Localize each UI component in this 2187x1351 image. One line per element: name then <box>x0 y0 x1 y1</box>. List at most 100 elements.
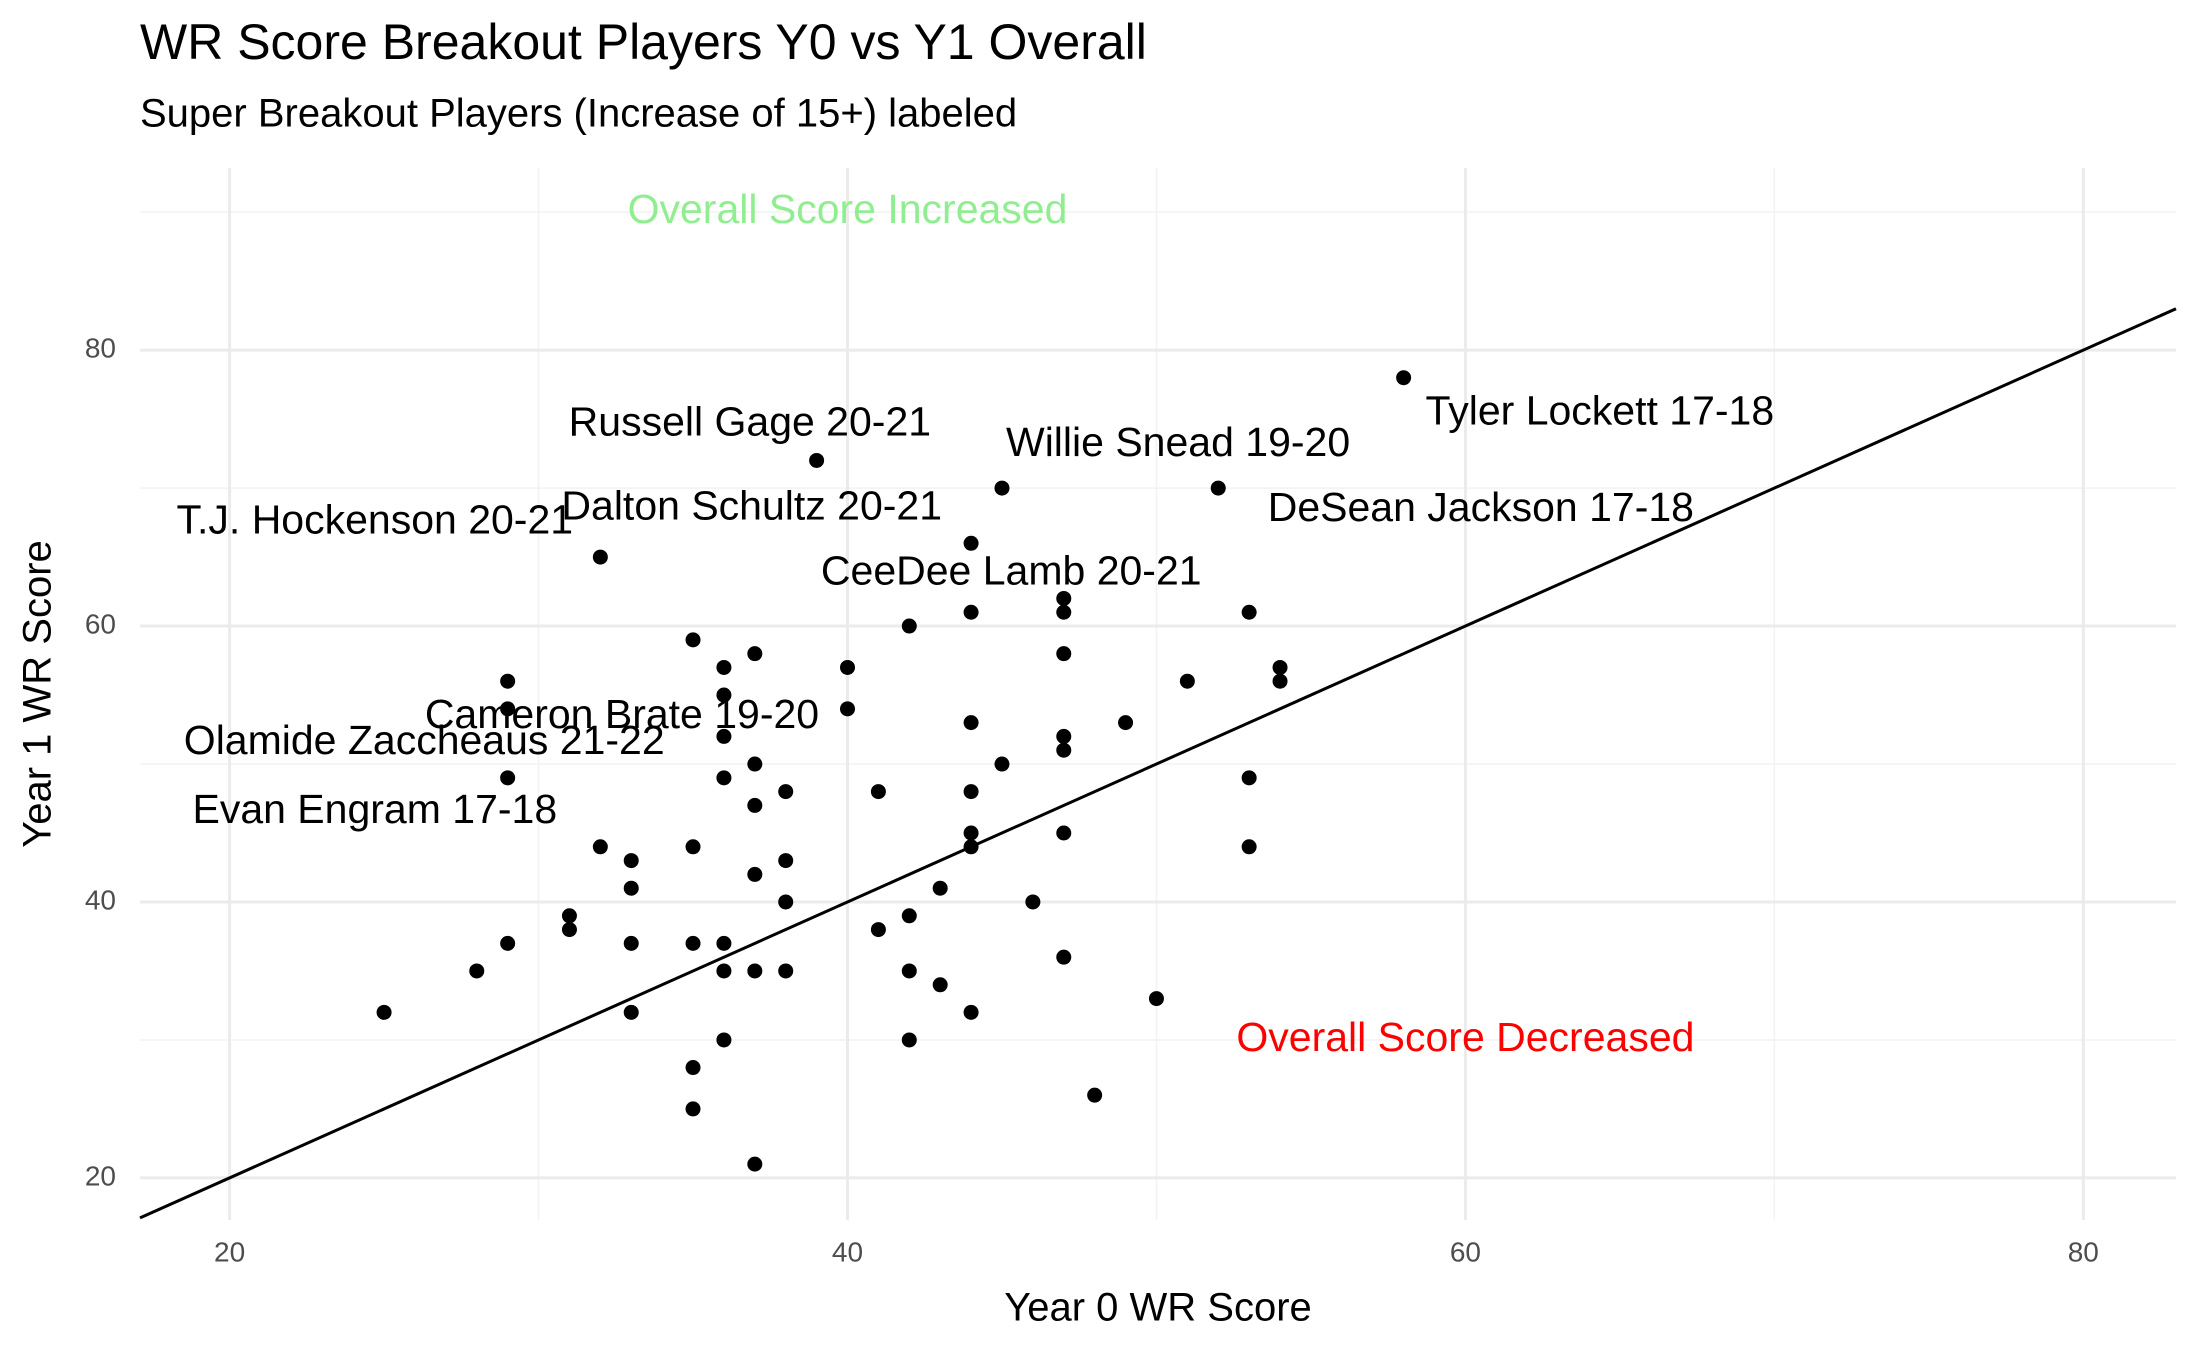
point <box>1241 770 1257 786</box>
point <box>1241 604 1257 620</box>
y-tick-label: 40 <box>85 884 116 915</box>
point <box>901 618 917 634</box>
point <box>1056 949 1072 965</box>
point <box>747 1156 763 1172</box>
point <box>500 935 516 951</box>
point <box>932 880 948 896</box>
annotation: DeSean Jackson 17-18 <box>1268 484 1694 530</box>
point <box>901 908 917 924</box>
point <box>685 935 701 951</box>
point <box>1210 480 1226 496</box>
point <box>932 977 948 993</box>
chart-subtitle: Super Breakout Players (Increase of 15+)… <box>140 92 1017 136</box>
x-tick-label: 20 <box>214 1236 245 1267</box>
point <box>778 853 794 869</box>
point <box>716 770 732 786</box>
point <box>561 922 577 938</box>
point <box>623 880 639 896</box>
point <box>1148 991 1164 1007</box>
point <box>1272 673 1288 689</box>
x-tick-label: 60 <box>1450 1236 1481 1267</box>
point <box>376 1004 392 1020</box>
point <box>716 963 732 979</box>
point <box>592 549 608 565</box>
annotation: Willie Snead 19-20 <box>1006 419 1350 465</box>
point <box>840 659 856 675</box>
point <box>685 632 701 648</box>
point <box>685 1060 701 1076</box>
point <box>561 908 577 924</box>
point <box>778 894 794 910</box>
y-tick-label: 60 <box>85 608 116 639</box>
point <box>840 701 856 717</box>
annotation: T.J. Hockenson 20-21 <box>177 496 574 542</box>
point <box>778 784 794 800</box>
point <box>963 1004 979 1020</box>
point <box>747 756 763 772</box>
point <box>963 604 979 620</box>
annotation: Cameron Brate 19-20 <box>425 691 819 737</box>
point <box>963 784 979 800</box>
point <box>870 784 886 800</box>
point <box>963 825 979 841</box>
point <box>1087 1087 1103 1103</box>
point <box>623 935 639 951</box>
point <box>500 701 516 717</box>
point <box>901 963 917 979</box>
point <box>1056 728 1072 744</box>
point <box>747 797 763 813</box>
point <box>963 535 979 551</box>
point <box>592 839 608 855</box>
x-tick-label: 80 <box>2068 1236 2099 1267</box>
chart-title: WR Score Breakout Players Y0 vs Y1 Overa… <box>140 14 1147 70</box>
point <box>1056 825 1072 841</box>
annotation: Russell Gage 20-21 <box>569 398 931 444</box>
point <box>747 646 763 662</box>
point <box>1272 659 1288 675</box>
x-axis-title: Year 0 WR Score <box>1004 1286 1312 1330</box>
annotation: Tyler Lockett 17-18 <box>1425 387 1774 433</box>
annotation: Olamide Zaccheaus 21-22 <box>184 717 665 763</box>
point <box>963 715 979 731</box>
point <box>716 1032 732 1048</box>
y-tick-label: 80 <box>85 333 116 364</box>
point <box>963 839 979 855</box>
point <box>747 963 763 979</box>
point <box>994 480 1010 496</box>
point <box>716 659 732 675</box>
point <box>1241 839 1257 855</box>
point <box>469 963 485 979</box>
point <box>1056 646 1072 662</box>
point <box>500 673 516 689</box>
annotation: Evan Engram 17-18 <box>192 786 557 832</box>
point <box>994 756 1010 772</box>
point <box>1179 673 1195 689</box>
point <box>1025 894 1041 910</box>
point <box>778 963 794 979</box>
x-tick-label: 40 <box>832 1236 863 1267</box>
point <box>1056 742 1072 758</box>
annotation: CeeDee Lamb 20-21 <box>821 547 1202 593</box>
annotation: Dalton Schultz 20-21 <box>561 483 942 529</box>
point <box>1396 370 1412 386</box>
point <box>1056 590 1072 606</box>
annotation: Overall Score Increased <box>628 186 1068 232</box>
point <box>685 839 701 855</box>
point <box>623 853 639 869</box>
y-axis-title: Year 1 WR Score <box>16 540 60 848</box>
point <box>716 728 732 744</box>
annotation: Overall Score Decreased <box>1236 1014 1694 1060</box>
point <box>747 866 763 882</box>
point <box>1118 715 1134 731</box>
y-tick-label: 20 <box>85 1160 116 1191</box>
point <box>623 1004 639 1020</box>
point <box>716 935 732 951</box>
point <box>716 687 732 703</box>
reference-line <box>139 307 2177 1220</box>
point <box>500 770 516 786</box>
point <box>809 452 825 468</box>
point <box>685 1101 701 1117</box>
point <box>1056 604 1072 620</box>
point <box>870 922 886 938</box>
